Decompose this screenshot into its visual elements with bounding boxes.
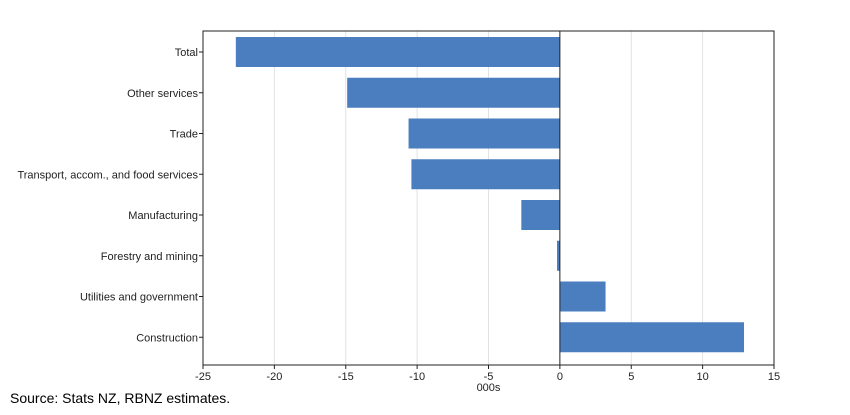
bar: [408, 118, 560, 149]
x-tick-label: 0: [557, 371, 563, 383]
bar: [559, 322, 745, 353]
category-label: Utilities and government: [80, 292, 198, 304]
category-label: Construction: [136, 332, 198, 344]
bar: [411, 159, 560, 190]
category-label: Other services: [127, 88, 198, 100]
category-label: Total: [175, 47, 198, 59]
x-tick-label: -20: [266, 371, 282, 383]
x-tick-label: 15: [768, 371, 780, 383]
axes: [199, 30, 775, 369]
x-tick-label: -10: [409, 371, 425, 383]
source-note: Source: Stats NZ, RBNZ estimates.: [10, 390, 231, 406]
bars: [235, 37, 745, 353]
category-label: Trade: [170, 129, 198, 141]
bar: [557, 240, 560, 271]
x-tick-label: -15: [338, 371, 354, 383]
bar: [521, 200, 560, 230]
bar: [559, 281, 606, 312]
x-tick-label: 10: [697, 371, 709, 383]
bar: [347, 77, 560, 108]
x-tick-label: 5: [628, 371, 634, 383]
x-tick-label: -5: [484, 371, 494, 383]
x-tick-label: -25: [195, 371, 211, 383]
bar: [235, 37, 560, 67]
labels: -25 -20 -15 -10 -5 0 5 10 15 Total Other services T…: [17, 47, 780, 394]
category-label: Manufacturing: [128, 210, 198, 222]
category-label: Transport, accom., and food services: [17, 169, 198, 181]
category-label: Forestry and mining: [101, 251, 198, 263]
x-axis-label: 000s: [477, 382, 501, 394]
plot-frame: [202, 30, 775, 366]
